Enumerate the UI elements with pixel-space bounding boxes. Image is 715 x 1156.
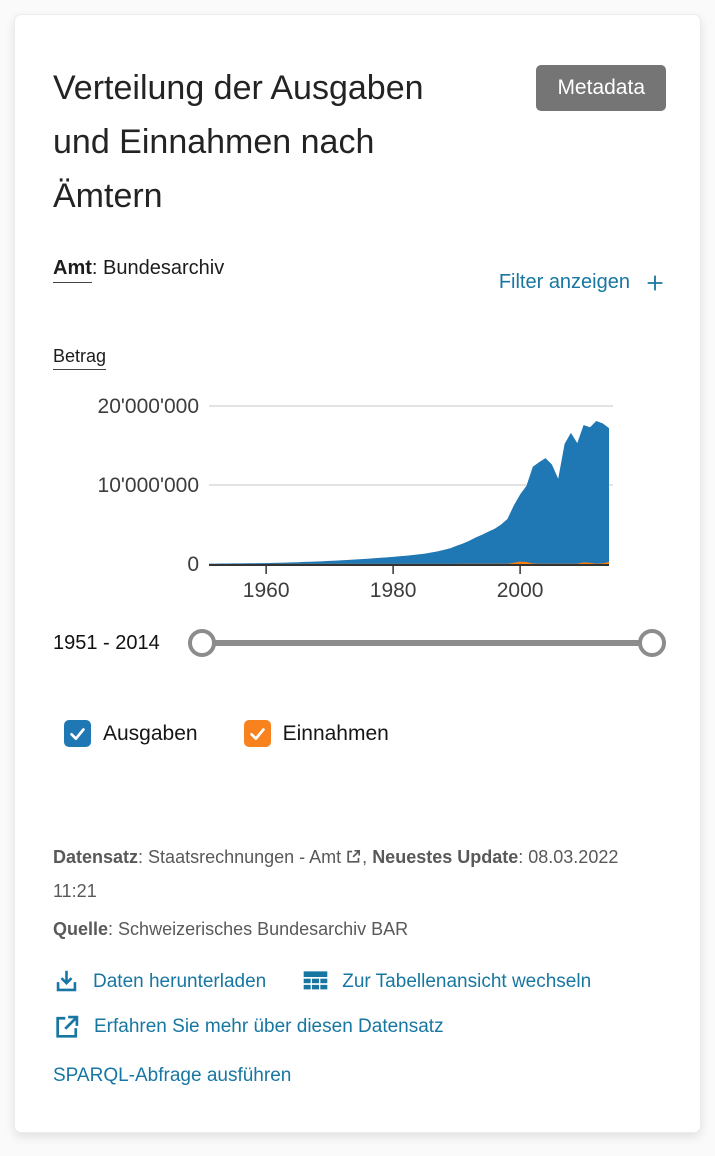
table-view-link[interactable]: Zur Tabellenansicht wechseln (302, 968, 591, 995)
check-icon (70, 728, 85, 740)
metadata-button[interactable]: Metadata (536, 65, 666, 111)
page-title: Verteilung der Ausgaben und Einnahmen na… (53, 69, 424, 215)
dataset-meta-block: Datensatz: Staatsrechnungen - Amt, Neues… (53, 840, 666, 946)
update-time: 11:21 (53, 881, 97, 901)
card-header: Verteilung der Ausgaben und Einnahmen na… (53, 61, 666, 223)
svg-text:1960: 1960 (243, 579, 290, 602)
legend-item-einnahmen[interactable]: Einnahmen (243, 720, 389, 747)
area-chart-svg: 0 10'000'000 20'000'000 1960 1980 2000 (98, 395, 613, 602)
download-icon (56, 970, 77, 992)
legend-row: Ausgaben Einnahmen (53, 720, 666, 747)
legend-item-ausgaben[interactable]: Ausgaben (64, 720, 198, 747)
slider-track[interactable] (187, 629, 666, 657)
dataset-info-line: Datensatz: Staatsrechnungen - Amt, Neues… (53, 840, 666, 908)
measure-label: Betrag (53, 346, 107, 370)
actions-row-1: Daten herunterladen Zur Tabellenansicht … (53, 968, 666, 995)
dimension-term[interactable]: Amt (53, 257, 92, 283)
learn-more-link[interactable]: Erfahren Sie mehr über diesen Datensatz (53, 1013, 444, 1041)
filter-toggle-label: Filter anzeigen (498, 271, 630, 293)
check-icon (249, 728, 265, 740)
legend-label: Einnahmen (282, 721, 389, 745)
update-date: 08.03.2022 (528, 847, 619, 867)
external-link-icon (56, 1015, 79, 1038)
svg-text:10'000'000: 10'000'000 (98, 474, 199, 497)
dimension-value: Bundesarchiv (103, 257, 225, 279)
sparql-query-link[interactable]: SPARQL-Abfrage ausführen (53, 1065, 292, 1086)
svg-text:1980: 1980 (370, 579, 417, 602)
source-value: Schweizerisches Bundesarchiv BAR (118, 919, 409, 939)
svg-text:2000: 2000 (497, 579, 544, 602)
dimension-summary: Amt: Bundesarchiv (53, 257, 225, 283)
dataset-link[interactable]: Staatsrechnungen - Amt (148, 847, 362, 867)
slider-handle-min[interactable] (187, 629, 216, 657)
einnahmen-checkbox[interactable] (243, 720, 271, 747)
svg-text:20'000'000: 20'000'000 (98, 395, 199, 418)
dimension-colon: : (91, 257, 98, 279)
dataset-label: Datensatz (53, 847, 139, 867)
filter-summary-row: Amt: Bundesarchiv Filter anzeigen (53, 257, 666, 294)
time-range-label: 1951 - 2014 (53, 631, 160, 654)
measure-term[interactable]: Betrag (53, 346, 107, 370)
area-chart[interactable]: 0 10'000'000 20'000'000 1960 1980 2000 (53, 393, 666, 605)
external-link-icon (347, 849, 361, 863)
filter-toggle-link[interactable]: Filter anzeigen (499, 271, 666, 294)
download-data-link[interactable]: Daten herunterladen (53, 968, 266, 995)
source-line: Quelle: Schweizerisches Bundesarchiv BAR (53, 919, 409, 939)
source-label: Quelle (53, 919, 109, 939)
ausgaben-checkbox[interactable] (64, 720, 91, 747)
plus-icon (647, 275, 663, 290)
svg-text:0: 0 (187, 553, 199, 576)
update-label: Neuestes Update (372, 847, 519, 867)
table-icon (303, 971, 328, 990)
actions-row-2: Erfahren Sie mehr über diesen Datensatz (53, 1013, 666, 1041)
visualization-card: Verteilung der Ausgaben und Einnahmen na… (14, 14, 701, 1133)
slider-handle-max[interactable] (638, 629, 666, 657)
legend-label: Ausgaben (103, 721, 198, 745)
time-range-slider-row: 1951 - 2014 (53, 629, 666, 657)
